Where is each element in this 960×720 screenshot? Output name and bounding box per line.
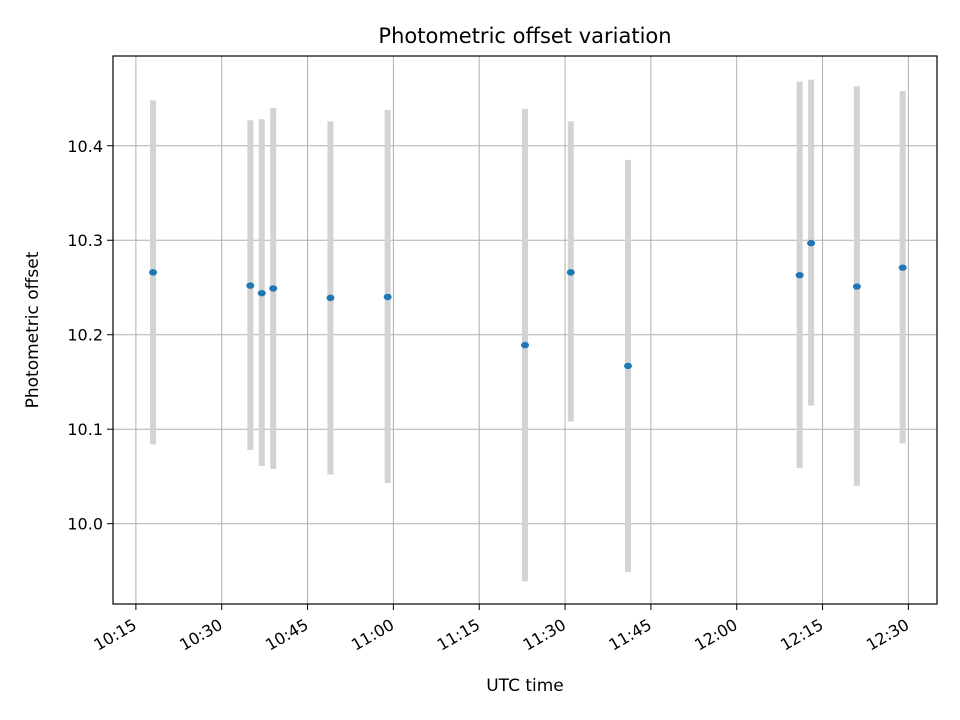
data-point — [898, 264, 907, 271]
data-point — [521, 341, 529, 349]
data-point — [149, 269, 158, 276]
y-tick-label: 10.2 — [67, 326, 103, 345]
y-axis: 10.0 10.1 10.2 10.3 10.4 — [67, 137, 113, 534]
y-tick-label: 10.0 — [67, 515, 103, 534]
data-point — [795, 272, 804, 279]
data-point — [269, 285, 278, 292]
data-point — [566, 269, 575, 276]
data-point — [326, 294, 335, 302]
data-point — [624, 362, 632, 370]
plot-frame — [112, 55, 938, 605]
x-axis-title: UTC time — [486, 676, 564, 696]
chart-title: Photometric offset variation — [378, 24, 671, 48]
data-points — [149, 239, 907, 370]
data-point — [852, 283, 861, 290]
y-tick-label: 10.4 — [67, 137, 103, 156]
y-axis-title: Photometric offset — [23, 251, 43, 408]
y-tick-label: 10.3 — [67, 231, 103, 250]
data-point — [807, 239, 816, 247]
data-point — [246, 282, 255, 289]
y-tick-label: 10.1 — [67, 420, 103, 439]
data-point — [383, 293, 392, 301]
data-point — [257, 289, 266, 297]
